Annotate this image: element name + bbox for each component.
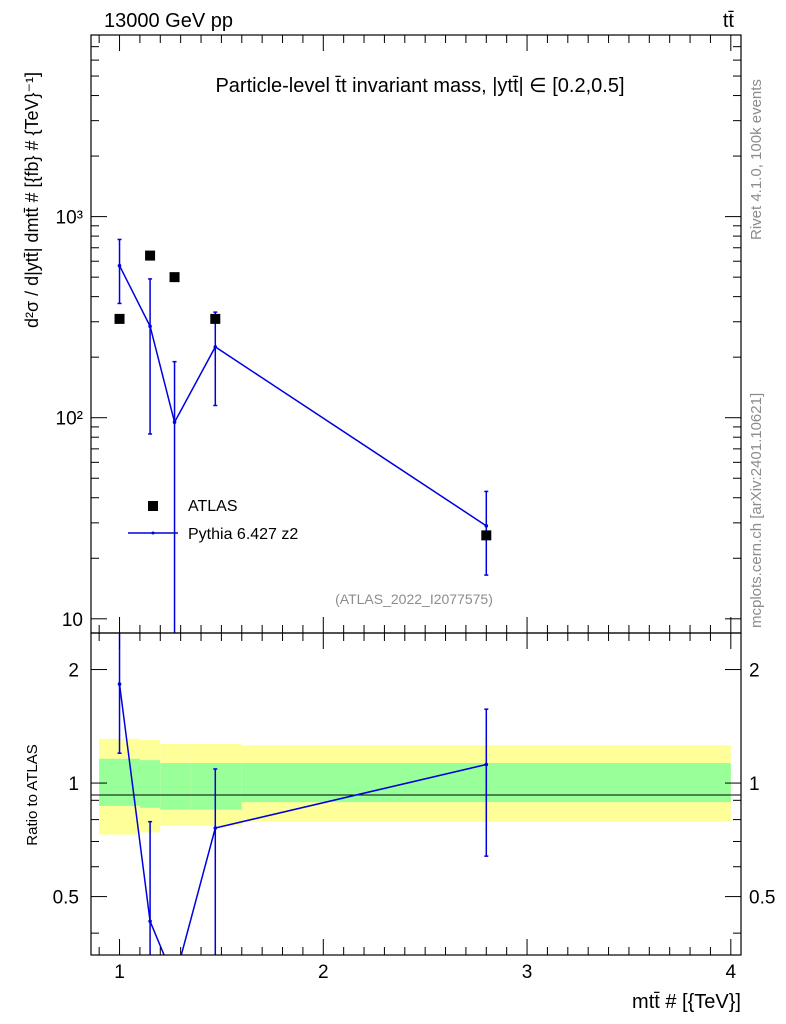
main-y-tick-label: 10 bbox=[62, 610, 83, 631]
atlas-data-point bbox=[210, 313, 221, 324]
main-ticks: 10³ 10² 10 bbox=[56, 34, 741, 633]
ratio-band-inner bbox=[139, 760, 161, 808]
ratio-y-axis-label: Ratio to ATLAS bbox=[24, 744, 41, 845]
ratio-y-tick-label: 0.5 bbox=[53, 888, 79, 909]
legend-atlas-marker bbox=[148, 501, 158, 511]
legend-mc-dot bbox=[151, 531, 155, 535]
y-axis-label: d²σ / d|ytt̄| dmtt̄ # [{fb} # {TeV}⁻¹] bbox=[22, 72, 42, 328]
ratio-band-inner bbox=[99, 758, 140, 806]
process-label: tt̄ bbox=[723, 10, 735, 32]
mc-point bbox=[484, 524, 489, 528]
main-frame bbox=[90, 34, 742, 634]
atlas-data-point bbox=[481, 530, 492, 541]
energy-label: 13000 GeV pp bbox=[104, 10, 233, 32]
mcplots-label: mcplots.cern.ch [arXiv:2401.10621] bbox=[748, 393, 765, 628]
x-tick-label: 3 bbox=[522, 962, 533, 983]
ratio-marks bbox=[117, 633, 489, 955]
main-title: Particle-level t̄t invariant mass, |ytt̄… bbox=[215, 75, 624, 97]
legend-atlas-label: ATLAS bbox=[188, 498, 238, 515]
main-marks bbox=[114, 238, 492, 633]
mc-point bbox=[213, 345, 218, 349]
ratio-point bbox=[484, 762, 489, 767]
ratio-bands bbox=[99, 738, 731, 835]
ratio-band-inner bbox=[160, 763, 191, 810]
legend-mc-label: Pythia 6.427 z2 bbox=[188, 526, 298, 543]
ratio-y-tick-label: 2 bbox=[68, 661, 79, 682]
x-tick-label: 1 bbox=[114, 962, 125, 983]
ratio-point bbox=[213, 826, 218, 830]
atlas-data-point bbox=[145, 250, 156, 261]
ratio-point bbox=[148, 919, 152, 924]
main-y-tick-label: 10² bbox=[56, 409, 83, 430]
main-y-tick-label: 10³ bbox=[56, 208, 83, 229]
ratio-y-tick-label-right: 0.5 bbox=[749, 888, 775, 909]
x-axis-label: mtt̄ # [{TeV}] bbox=[632, 991, 741, 1013]
analysis-label: (ATLAS_2022_I2077575) bbox=[335, 591, 493, 607]
x-tick-label: 4 bbox=[726, 962, 737, 983]
atlas-data-point bbox=[169, 272, 180, 283]
ratio-y-tick-label: 1 bbox=[68, 774, 79, 795]
legend: ATLAS Pythia 6.427 z2 bbox=[128, 498, 298, 543]
atlas-data-point bbox=[114, 313, 125, 324]
mc-point bbox=[172, 420, 177, 424]
ratio-band-inner bbox=[190, 763, 242, 810]
mc-point bbox=[148, 324, 152, 329]
rivet-label: Rivet 4.1.0, 100k events bbox=[748, 79, 765, 240]
ratio-mc-line bbox=[118, 683, 487, 955]
ratio-point bbox=[117, 682, 122, 686]
ratio-y-tick-label-right: 1 bbox=[749, 774, 760, 795]
mc-point bbox=[117, 263, 122, 268]
x-tick-label: 2 bbox=[318, 962, 329, 983]
ratio-ticks: 1 2 3 4 2 2 1 1 0.5 0.5 bbox=[53, 633, 775, 983]
main-panel: Particle-level t̄t invariant mass, |ytt̄… bbox=[22, 34, 742, 634]
ratio-frame bbox=[90, 632, 742, 956]
ratio-panel: Ratio to ATLAS 1 2 3 4 2 2 1 1 0.5 0.5 mtt̄ # [{T… bbox=[24, 632, 775, 1013]
ratio-y-tick-label-right: 2 bbox=[749, 661, 760, 682]
